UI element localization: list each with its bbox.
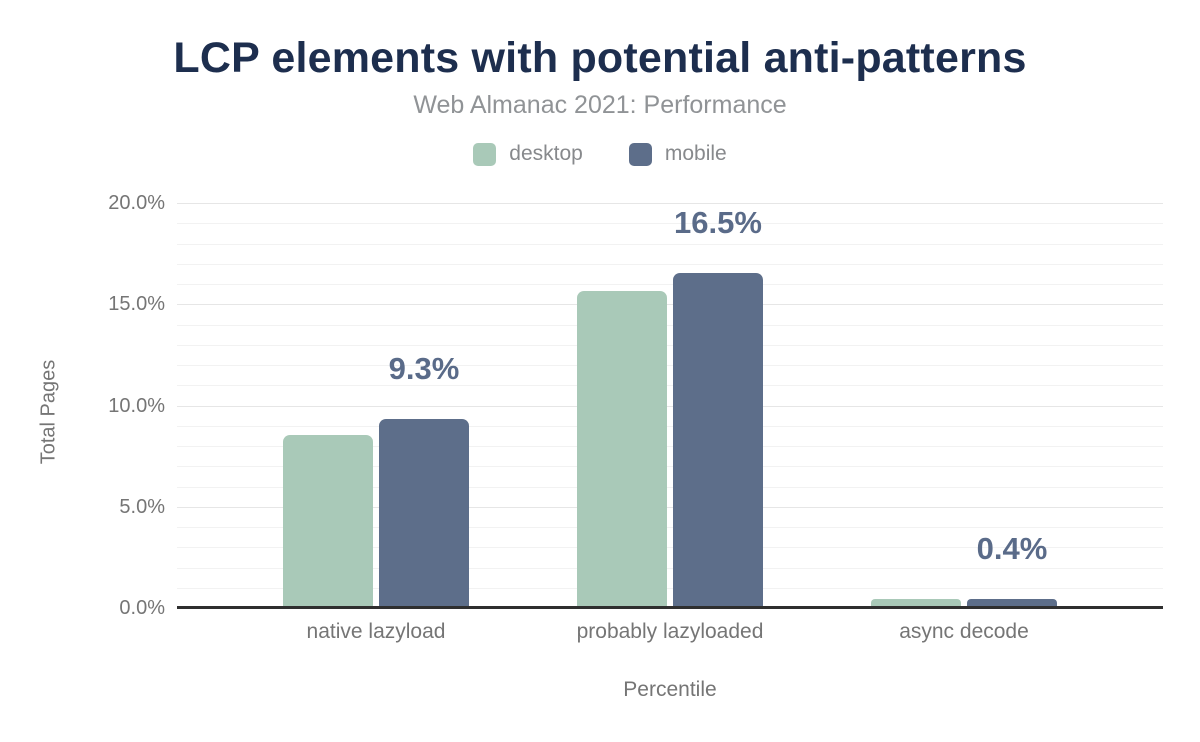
mobile-swatch-icon	[628, 142, 652, 166]
legend-label-mobile: mobile	[664, 142, 727, 165]
bar-desktop-1	[577, 291, 667, 607]
gridline-major	[177, 405, 1163, 407]
gridline-minor	[177, 263, 1163, 265]
legend-item-desktop: desktop	[473, 142, 583, 166]
gridline-minor	[177, 547, 1163, 549]
bar-mobile-0	[379, 419, 469, 607]
plot-area	[177, 203, 1163, 608]
bar-mobile-1	[673, 273, 763, 607]
bar-desktop-0	[283, 435, 373, 607]
bar-desktop-2	[871, 599, 961, 607]
gridline-minor	[177, 344, 1163, 346]
gridline-major	[177, 203, 1163, 204]
x-tick-label: async decode	[899, 620, 1029, 643]
gridline-minor	[177, 324, 1163, 326]
y-tick-label: 10.0%	[108, 394, 165, 417]
legend-label-desktop: desktop	[509, 142, 583, 165]
legend-item-mobile: mobile	[628, 142, 727, 166]
x-axis-title: Percentile	[623, 678, 717, 701]
gridline-minor	[177, 466, 1163, 468]
gridline-minor	[177, 365, 1163, 366]
gridline-minor	[177, 446, 1163, 447]
data-label: 0.4%	[976, 531, 1048, 566]
bar-mobile-2	[967, 599, 1057, 607]
gridline-minor	[177, 425, 1163, 427]
data-label: 9.3%	[388, 351, 460, 386]
gridline-major	[177, 506, 1163, 508]
gridline-minor	[177, 486, 1163, 488]
gridline-minor	[177, 587, 1163, 589]
data-label: 16.5%	[674, 205, 762, 240]
gridline-minor	[177, 284, 1163, 285]
x-tick-label: native lazyload	[306, 620, 446, 643]
x-tick-label: probably lazyloaded	[576, 620, 764, 643]
y-tick-label: 0.0%	[119, 597, 165, 619]
gridline-minor	[177, 527, 1163, 528]
gridline-minor	[177, 385, 1163, 387]
gridline-minor	[177, 243, 1163, 245]
chart-title: LCP elements with potential anti-pattern…	[173, 34, 1027, 82]
y-tick-label: 20.0%	[108, 192, 165, 214]
x-axis-line	[177, 606, 1163, 609]
legend: desktop mobile	[0, 142, 1200, 166]
gridline-minor	[177, 567, 1163, 569]
desktop-swatch-icon	[473, 142, 497, 166]
gridline-minor	[177, 223, 1163, 225]
chart-subtitle: Web Almanac 2021: Performance	[413, 91, 787, 119]
gridline-major	[177, 304, 1163, 306]
y-tick-label: 5.0%	[119, 495, 165, 518]
y-tick-label: 15.0%	[108, 293, 165, 316]
